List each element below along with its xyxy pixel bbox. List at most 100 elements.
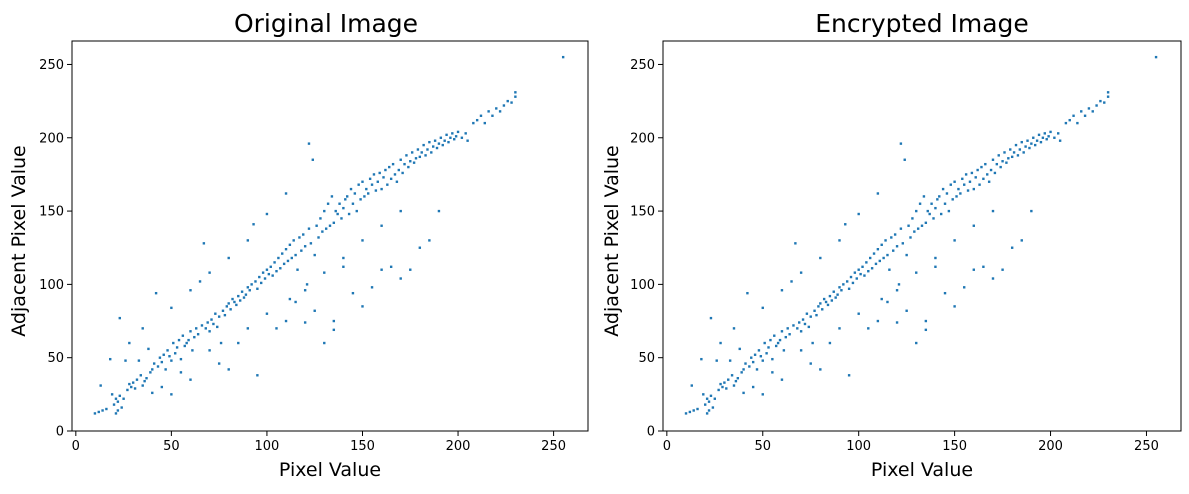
data-point-original [288,297,292,301]
data-point-encrypted [924,319,928,323]
panel-encrypted: Encrypted Image Pixel Value Adjacent Pix… [601,9,1182,481]
data-point-encrypted [1016,154,1020,157]
data-point-encrypted [821,308,824,311]
data-point-original [399,277,402,280]
data-point-encrypted [1053,136,1056,139]
data-point-original [174,352,177,355]
data-point-encrypted [711,406,715,409]
data-point-original [475,118,479,122]
data-point-original [181,334,185,337]
data-point-encrypted [995,162,999,166]
data-point-original [386,183,389,186]
data-point-encrypted [817,305,820,308]
data-point-original [443,139,446,142]
data-point-original [353,192,357,195]
data-point-encrypted [991,158,995,161]
data-point-original [439,136,443,139]
data-point-original [410,151,414,154]
data-point-original [141,327,144,330]
data-point-encrypted [872,252,876,255]
data-point-encrypted [1057,132,1060,135]
data-point-original [344,198,347,201]
data-point-original [175,346,179,349]
data-point-original [347,212,351,216]
data-point-encrypted [851,281,855,285]
data-point-original [323,209,326,213]
data-point-original [200,324,204,327]
data-point-encrypted [813,309,816,312]
y-tick-label-encrypted: 150 [630,205,655,220]
data-point-original [294,300,297,304]
data-point-encrypted [778,338,782,342]
data-point-encrypted [707,409,711,412]
data-point-original [189,330,192,333]
data-point-encrypted [723,381,726,384]
data-point-original [336,212,339,216]
data-point-original [363,195,366,198]
data-point-original [229,308,232,311]
data-point-encrypted [807,325,811,329]
x-tick-label-encrypted: 50 [754,439,771,454]
data-point-original [378,171,381,175]
data-point-encrypted [1035,139,1039,142]
data-point-original [118,394,121,398]
data-point-encrypted [934,256,937,260]
data-point-original [437,209,441,213]
data-point-original [231,297,234,301]
data-point-original [355,209,358,213]
data-point-original [284,248,288,251]
y-tick-label-original: 0 [56,425,64,440]
data-point-encrypted [911,217,914,220]
data-point-encrypted [924,328,928,332]
data-point-encrypted [941,187,945,191]
data-point-original [154,291,158,295]
data-point-encrypted [987,180,991,183]
data-point-encrypted [867,269,870,273]
data-point-encrypted [1083,114,1087,117]
data-point-encrypted [972,268,975,271]
data-point-original [495,107,498,110]
data-point-original [227,256,230,260]
data-point-encrypted [1009,148,1012,151]
data-point-encrypted [1007,157,1010,160]
data-point-original [196,333,200,336]
data-point-original [227,302,230,305]
data-point-encrypted [751,385,755,389]
data-point-encrypted [692,409,695,412]
data-point-encrypted [794,242,797,245]
data-point-original [168,355,171,358]
data-point-original [300,249,303,252]
data-point-encrypted [761,393,764,396]
data-point-original [185,341,188,345]
data-point-original [114,397,118,400]
points-original [93,55,565,415]
data-point-encrypted [1049,130,1052,134]
data-point-original [332,221,336,224]
points-encrypted [684,55,1158,415]
data-point-encrypted [746,291,749,295]
data-point-original [445,133,448,137]
data-point-encrypted [730,374,734,377]
data-point-original [118,316,121,320]
data-point-original [317,236,320,239]
data-point-encrypted [924,221,928,224]
data-point-encrypted [748,365,751,368]
data-point-original [170,393,173,396]
data-point-encrypted [784,335,787,339]
data-point-encrypted [861,265,864,268]
data-point-original [126,388,129,392]
y-tick-label-original: 100 [39,278,64,293]
data-point-original [323,341,326,345]
data-point-encrypted [811,341,814,345]
data-point-original [351,202,355,205]
data-point-original [172,341,175,345]
data-point-encrypted [757,349,761,352]
ticks-original: 0 50 100 150 200 250 0 50 100 150 200 250 [39,58,566,454]
data-point-original [447,140,450,144]
data-point-encrypted [876,248,880,251]
data-point-encrypted [939,212,943,216]
data-point-encrypted [759,355,763,358]
data-point-original [244,293,248,296]
data-point-encrypted [815,313,818,317]
data-point-encrypted [688,410,692,414]
